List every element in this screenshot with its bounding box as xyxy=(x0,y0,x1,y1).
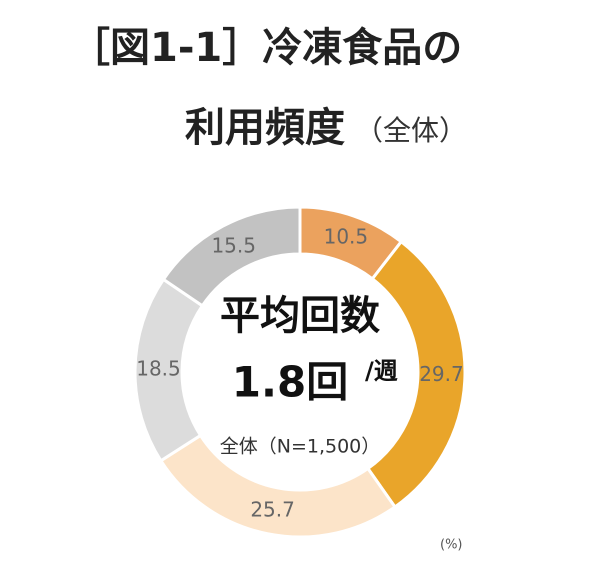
center-label: 平均回数 xyxy=(220,293,380,339)
data-label: 18.5 xyxy=(136,356,181,380)
data-label: 29.7 xyxy=(419,362,464,386)
data-label: 10.5 xyxy=(324,225,369,249)
data-label: 25.7 xyxy=(250,497,295,521)
data-label: 15.5 xyxy=(211,233,256,257)
chart-subtitle: （全体） xyxy=(355,114,467,147)
center-unit: /週 xyxy=(365,357,398,385)
center-note: 全体（N=1,500） xyxy=(220,436,381,458)
chart-title: ［図1-1］冷凍食品の xyxy=(70,25,462,71)
donut: 10.5 29.7 25.7 18.5 15.5 xyxy=(133,205,467,539)
center-value: 1.8回 xyxy=(232,358,348,407)
donut-segment xyxy=(161,205,302,308)
unit-label: (%) xyxy=(440,538,463,553)
chart-title: 利用頻度 xyxy=(185,105,345,151)
